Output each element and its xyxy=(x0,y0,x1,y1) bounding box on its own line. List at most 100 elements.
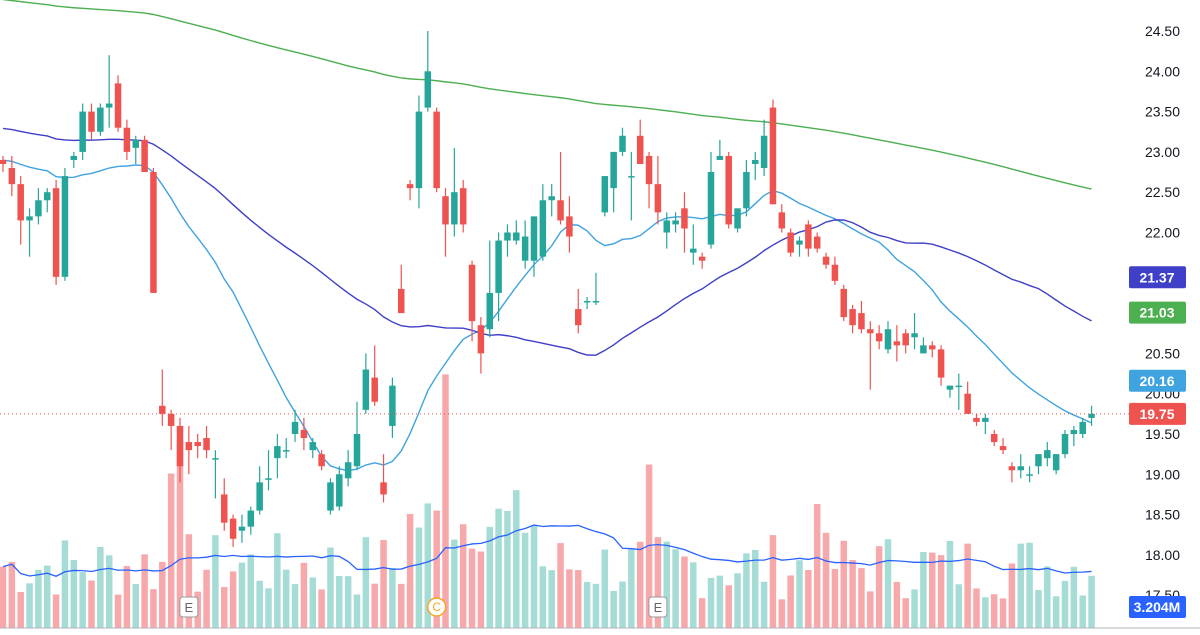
candle[interactable] xyxy=(645,151,653,209)
candle[interactable] xyxy=(521,220,529,269)
candle[interactable] xyxy=(61,168,69,281)
candle[interactable] xyxy=(238,514,246,543)
candle[interactable] xyxy=(486,240,494,338)
candle[interactable] xyxy=(530,216,538,277)
candle[interactable] xyxy=(451,147,458,237)
candle[interactable] xyxy=(132,135,140,164)
candle[interactable] xyxy=(0,155,7,173)
candle[interactable] xyxy=(1061,429,1069,459)
candle[interactable] xyxy=(468,260,476,342)
candle[interactable] xyxy=(840,284,848,322)
candle[interactable] xyxy=(893,325,901,362)
candle[interactable] xyxy=(583,296,591,310)
candle[interactable] xyxy=(88,103,95,140)
candle[interactable] xyxy=(548,184,555,217)
candle[interactable] xyxy=(477,317,485,374)
candle[interactable] xyxy=(97,103,104,136)
candle[interactable] xyxy=(743,159,750,217)
candle[interactable] xyxy=(203,425,210,459)
candle[interactable] xyxy=(822,252,830,269)
candle[interactable] xyxy=(628,151,635,221)
candle[interactable] xyxy=(1052,454,1060,475)
candle[interactable] xyxy=(229,514,237,547)
candle[interactable] xyxy=(1017,454,1025,479)
candle[interactable] xyxy=(725,151,732,229)
candle[interactable] xyxy=(601,176,609,217)
candle[interactable] xyxy=(557,151,564,225)
candle[interactable] xyxy=(406,180,414,201)
candle[interactable] xyxy=(389,377,396,439)
candle[interactable] xyxy=(141,135,148,173)
candle[interactable] xyxy=(265,450,272,491)
candle[interactable] xyxy=(159,369,166,426)
candle[interactable] xyxy=(44,188,51,213)
candle[interactable] xyxy=(734,208,741,233)
candle[interactable] xyxy=(955,373,963,410)
candle[interactable] xyxy=(929,341,936,358)
candle[interactable] xyxy=(946,385,954,398)
candle[interactable] xyxy=(760,119,768,177)
candle[interactable] xyxy=(495,232,502,322)
candle[interactable] xyxy=(831,256,839,285)
candle[interactable] xyxy=(663,212,671,249)
candle[interactable] xyxy=(1044,442,1051,467)
candle[interactable] xyxy=(920,337,927,354)
candle[interactable] xyxy=(247,506,255,535)
candle[interactable] xyxy=(539,184,547,261)
candle[interactable] xyxy=(858,301,865,334)
candle[interactable] xyxy=(805,220,812,257)
candle[interactable] xyxy=(282,438,290,459)
candle[interactable] xyxy=(513,220,520,245)
candle[interactable] xyxy=(336,466,343,511)
candle[interactable] xyxy=(681,192,688,253)
candle[interactable] xyxy=(318,450,325,471)
earnings-marker[interactable]: E xyxy=(648,596,668,618)
candle[interactable] xyxy=(999,438,1007,455)
candle[interactable] xyxy=(849,305,856,334)
candle[interactable] xyxy=(380,454,387,503)
candle[interactable] xyxy=(327,478,334,515)
candle[interactable] xyxy=(79,103,86,160)
candle[interactable] xyxy=(52,180,60,285)
candle[interactable] xyxy=(212,450,219,499)
candle[interactable] xyxy=(221,478,228,531)
candle[interactable] xyxy=(26,208,33,257)
candle[interactable] xyxy=(274,434,281,479)
candle[interactable] xyxy=(796,236,803,257)
candle[interactable] xyxy=(654,155,662,225)
candle[interactable] xyxy=(619,127,626,156)
candle[interactable] xyxy=(442,188,449,257)
candle[interactable] xyxy=(433,107,440,193)
candle[interactable] xyxy=(752,151,759,181)
candle[interactable] xyxy=(592,272,600,306)
candle[interactable] xyxy=(415,95,423,209)
candle[interactable] xyxy=(424,31,432,112)
candle[interactable] xyxy=(566,196,573,253)
candle[interactable] xyxy=(690,224,697,265)
candle[interactable] xyxy=(911,313,918,350)
candle[interactable] xyxy=(610,151,617,213)
candle[interactable] xyxy=(194,434,201,459)
candle[interactable] xyxy=(787,228,794,257)
candles-layer[interactable] xyxy=(0,31,1095,547)
candle[interactable] xyxy=(344,450,352,487)
candle[interactable] xyxy=(698,252,706,269)
candle[interactable] xyxy=(884,321,892,354)
candle[interactable] xyxy=(353,401,361,471)
candle[interactable] xyxy=(982,413,989,434)
corporate-action-marker[interactable]: C xyxy=(426,597,447,617)
candle[interactable] xyxy=(70,151,78,169)
candle[interactable] xyxy=(1008,462,1016,483)
candle[interactable] xyxy=(902,329,909,354)
candle[interactable] xyxy=(778,204,786,233)
candle[interactable] xyxy=(105,55,113,128)
candle[interactable] xyxy=(937,345,945,386)
candle[interactable] xyxy=(575,288,582,334)
candle[interactable] xyxy=(813,232,821,253)
candle[interactable] xyxy=(150,168,157,293)
candle[interactable] xyxy=(362,353,370,414)
candle[interactable] xyxy=(636,119,644,164)
candle[interactable] xyxy=(964,381,971,414)
